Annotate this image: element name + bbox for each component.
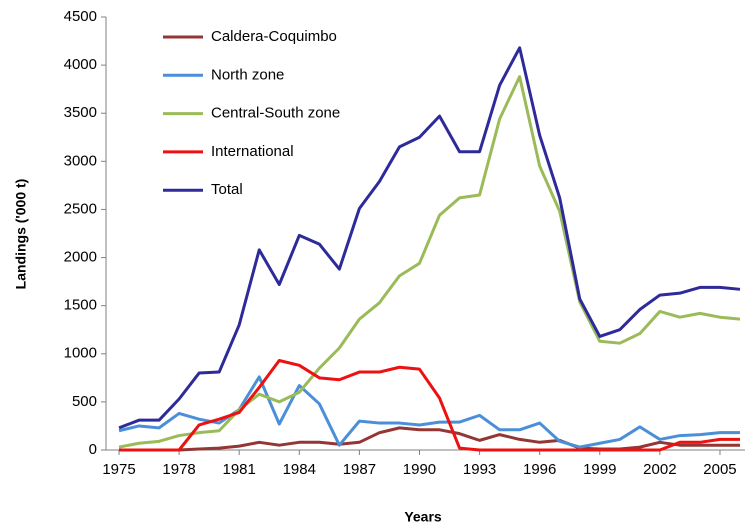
x-tick-label: 1993	[463, 461, 496, 478]
series-line	[118, 75, 741, 449]
legend-label: International	[211, 143, 294, 160]
y-axis-title: Landings ('000 t)	[13, 179, 29, 290]
y-tick-label: 4500	[64, 8, 97, 25]
x-tick-label: 1975	[102, 461, 135, 478]
y-tick-label: 3500	[64, 104, 97, 121]
legend-label: North zone	[211, 66, 284, 83]
x-tick-label: 1990	[403, 461, 436, 478]
legend-label: Central-South zone	[211, 105, 340, 122]
x-tick-label: 2002	[643, 461, 676, 478]
x-tick-label: 2005	[703, 461, 736, 478]
y-tick-label: 1500	[64, 297, 97, 314]
series-line	[119, 359, 740, 452]
legend-label: Caldera-Coquimbo	[211, 28, 337, 45]
x-tick-label: 1999	[583, 461, 616, 478]
x-tick-label: 1984	[283, 461, 316, 478]
y-tick-label: 3000	[64, 152, 97, 169]
series-line	[118, 46, 741, 430]
y-tick-label: 4000	[64, 56, 97, 73]
y-tick-label: 2500	[64, 200, 97, 217]
x-tick-label: 1981	[223, 461, 256, 478]
series-line	[119, 426, 740, 452]
legend-label: Total	[211, 181, 243, 198]
x-tick-label: 1978	[162, 461, 195, 478]
y-tick-label: 2000	[64, 249, 97, 266]
x-axis-title: Years	[404, 509, 442, 525]
x-tick-label: 1987	[343, 461, 376, 478]
y-tick-label: 500	[72, 393, 97, 410]
series-line	[118, 375, 740, 449]
y-tick-label: 0	[89, 441, 97, 458]
y-tick-label: 1000	[64, 345, 97, 362]
x-tick-label: 1996	[523, 461, 556, 478]
